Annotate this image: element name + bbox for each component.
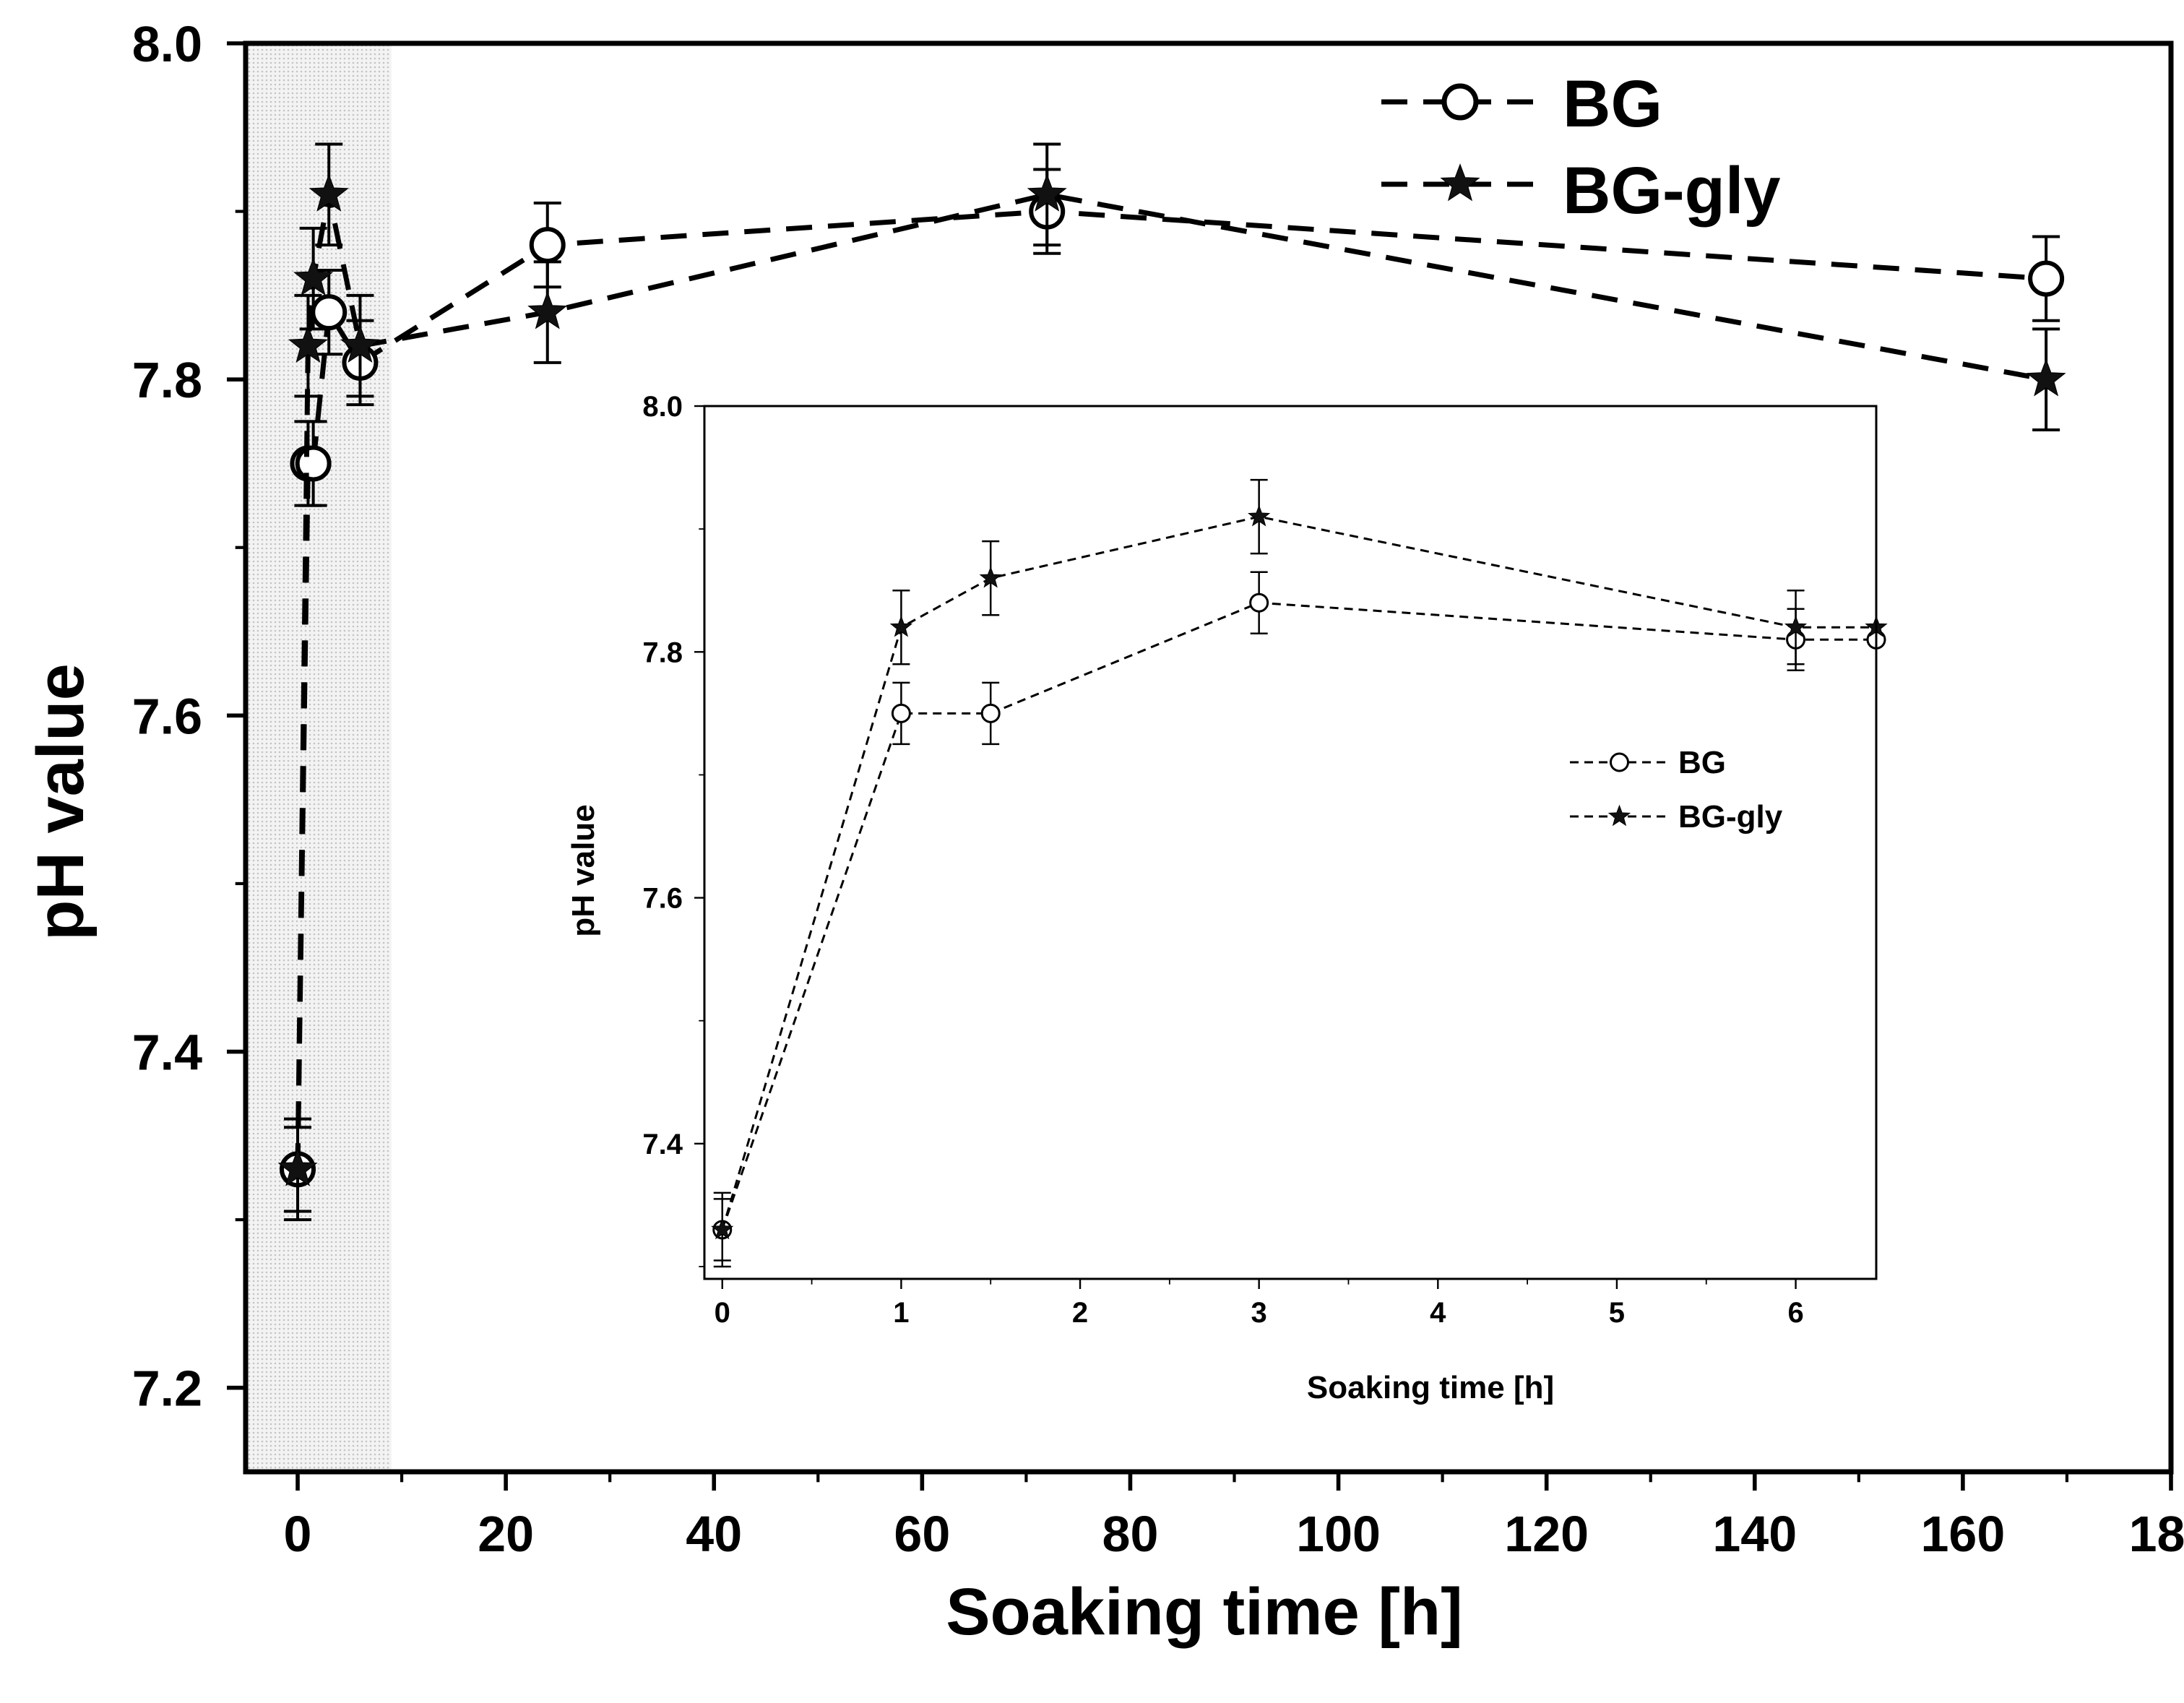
main-x-axis-title: Soaking time [h] [946, 1575, 1463, 1649]
inset-point-bg-gly [979, 566, 1002, 588]
main-point-bg [529, 227, 566, 264]
main-x-tick-label: 80 [1102, 1506, 1159, 1562]
inset-background [704, 406, 1876, 1279]
main-x-tick-label: 20 [478, 1506, 534, 1562]
main-chart: Soaking time [h] pH value BG BG-gly 0 20 4… [24, 16, 2184, 1649]
main-y-axis-title: pH value [24, 663, 98, 940]
inset-legend-bg-gly-marker [1607, 804, 1631, 827]
inset-point-bg-gly [1784, 615, 1808, 637]
main-legend-bg-gly-marker [1440, 163, 1480, 202]
inset-x-tick-label: 2 [1072, 1297, 1088, 1329]
main-legend-bg-marker [1441, 83, 1479, 121]
main-x-tick-label: 140 [1712, 1506, 1797, 1562]
inset-point-bg-gly [1248, 504, 1271, 527]
inset-chart: Soaking time [h] pH value BG BG-gly 0 1 2 3… [566, 391, 1888, 1405]
inset-y-tick-label: 7.4 [642, 1129, 683, 1160]
main-point-bg-gly [1027, 173, 1067, 212]
inset-y-tick-label: 7.8 [642, 637, 683, 668]
inset-legend-label-bg-gly: BG-gly [1678, 799, 1783, 835]
inset-series-line-bg [721, 601, 1876, 1230]
main-point-bg-gly [2026, 358, 2066, 397]
main-point-bg-gly [277, 1148, 318, 1186]
main-y-tick-label: 7.8 [132, 352, 202, 408]
main-series-line-bg [295, 209, 2047, 1170]
main-y-tick-label: 7.4 [132, 1025, 202, 1081]
main-legend: BG BG-gly [1563, 67, 1781, 228]
inset-x-tick-label: 6 [1787, 1297, 1803, 1329]
main-point-bg [295, 445, 332, 482]
main-series-line-bg-gly [295, 191, 2047, 1170]
inset-y-tick-label: 8.0 [642, 391, 683, 423]
main-point-bg-gly [288, 324, 328, 363]
inset-series-line-bg-gly [721, 515, 1876, 1230]
inset-x-tick-label: 5 [1609, 1297, 1625, 1329]
main-y-tick-label: 8.0 [132, 16, 202, 72]
inset-x-axis-title: Soaking time [h] [1307, 1370, 1554, 1405]
inset-point-bg-gly [711, 1217, 734, 1240]
inset-point-bg [980, 703, 1001, 723]
inset-x-tick-label: 4 [1430, 1297, 1446, 1329]
inset-plot-frame [703, 405, 1878, 1280]
main-x-tick-label: 100 [1296, 1506, 1381, 1562]
inset-legend-bg-marker [1610, 752, 1629, 772]
main-x-tick-label: 180 [2129, 1506, 2184, 1562]
main-x-tick-label: 40 [686, 1506, 742, 1562]
inset-point-bg [891, 703, 911, 723]
main-y-tick-label: 7.6 [132, 688, 202, 744]
main-point-bg-gly [527, 291, 568, 329]
main-point-bg-gly [293, 257, 334, 296]
inset-point-bg [1249, 592, 1269, 613]
main-point-bg-gly [340, 324, 380, 363]
main-point-bg [311, 294, 348, 331]
main-point-bg-gly [308, 173, 349, 212]
main-y-tick-label: 7.2 [132, 1361, 202, 1417]
main-x-tick-label: 60 [894, 1506, 950, 1562]
main-point-bg [2028, 260, 2065, 297]
main-plot-frame [243, 40, 2174, 1475]
main-x-tick-label: 0 [284, 1506, 312, 1562]
inset-x-tick-label: 1 [893, 1297, 909, 1329]
main-legend-label-bg-gly: BG-gly [1563, 154, 1781, 228]
main-x-tick-label: 160 [1920, 1506, 2005, 1562]
inset-x-tick-label: 0 [715, 1297, 730, 1329]
main-x-tick-label: 120 [1504, 1506, 1589, 1562]
inset-x-tick-label: 3 [1251, 1297, 1267, 1329]
inset-legend-label-bg: BG [1678, 745, 1726, 780]
inset-y-tick-label: 7.6 [642, 883, 683, 915]
inset-point-bg-gly [889, 615, 913, 637]
main-legend-label-bg: BG [1563, 67, 1662, 141]
inset-y-axis-title: pH value [566, 804, 601, 936]
main-highlight-region [246, 43, 392, 1472]
inset-legend: BG BG-gly [1678, 745, 1783, 835]
